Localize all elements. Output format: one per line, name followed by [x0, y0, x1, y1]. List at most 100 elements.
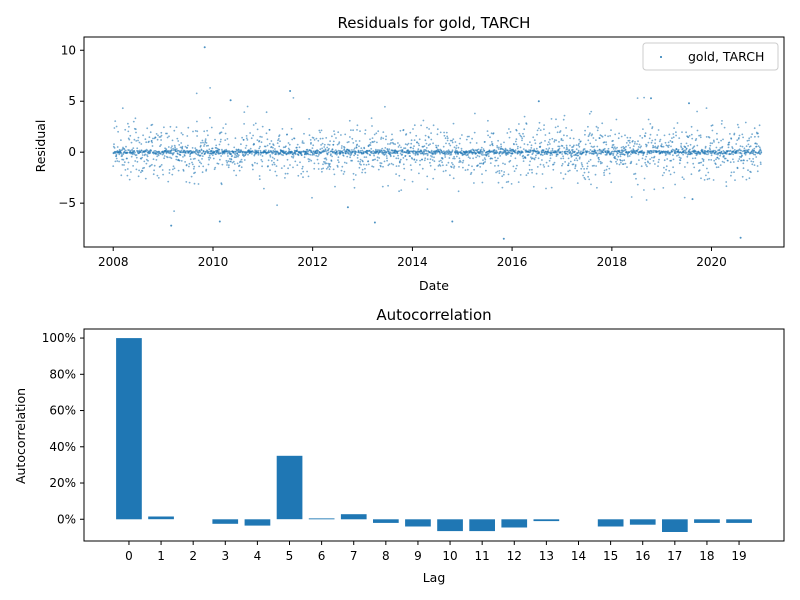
- residual-point: [346, 155, 349, 158]
- residual-point: [432, 177, 435, 180]
- residual-point: [637, 140, 639, 143]
- residual-point: [282, 154, 284, 157]
- residual-point: [367, 145, 370, 148]
- residual-point: [123, 164, 125, 166]
- residual-point: [386, 157, 388, 160]
- residual-point: [421, 167, 424, 170]
- residual-point: [312, 144, 315, 147]
- residual-point: [723, 161, 726, 164]
- residual-point: [234, 154, 237, 156]
- residual-point: [150, 139, 153, 142]
- residual-point: [351, 159, 353, 162]
- residual-point: [252, 134, 255, 137]
- residual-point: [702, 158, 705, 161]
- residual-point: [707, 152, 710, 154]
- residual-point: [579, 140, 582, 143]
- residual-point: [675, 131, 677, 134]
- residual-point: [352, 142, 355, 144]
- percent-tick-label: 0%: [57, 512, 76, 526]
- residual-point: [564, 150, 567, 153]
- residual-point: [313, 167, 316, 170]
- residual-point: [270, 159, 273, 162]
- residual-point: [323, 150, 326, 153]
- residual-point: [474, 112, 476, 115]
- residual-point: [154, 136, 157, 139]
- residual-point: [207, 134, 209, 137]
- residual-point: [182, 170, 185, 172]
- residual-point: [643, 177, 646, 180]
- residual-point: [618, 132, 620, 135]
- residual-point: [134, 151, 136, 154]
- residual-point: [153, 164, 156, 167]
- residual-point: [548, 132, 551, 135]
- residual-point: [276, 159, 279, 162]
- residual-point: [532, 136, 535, 139]
- residual-point: [273, 163, 276, 166]
- autocorrelation-bar: [148, 516, 174, 520]
- residual-point: [134, 117, 137, 120]
- residual-point: [710, 154, 713, 157]
- residual-point: [574, 164, 577, 166]
- residual-point: [640, 145, 642, 148]
- residual-point: [265, 149, 267, 152]
- residual-point: [405, 158, 408, 161]
- residual-point: [321, 147, 323, 150]
- residual-point: [651, 139, 654, 142]
- residual-point: [714, 149, 716, 152]
- residual-point: [252, 124, 255, 126]
- residual-point: [435, 146, 438, 149]
- residual-point: [436, 128, 439, 131]
- residual-point: [663, 159, 666, 162]
- residual-point: [284, 177, 286, 179]
- residual-point: [500, 151, 503, 154]
- residual-point: [562, 118, 565, 121]
- residual-point: [213, 168, 216, 171]
- residual-point: [475, 142, 478, 144]
- residual-point: [543, 166, 546, 168]
- residual-point: [341, 145, 343, 147]
- residual-point: [528, 149, 530, 152]
- residual-point: [501, 186, 504, 189]
- residual-point: [578, 156, 581, 159]
- residual-point: [402, 163, 405, 166]
- residual-point: [377, 130, 380, 133]
- residual-point: [181, 145, 184, 148]
- residual-point: [596, 153, 599, 156]
- residual-point: [157, 177, 160, 179]
- residual-point: [637, 148, 640, 151]
- residual-point: [357, 150, 360, 153]
- residual-point: [495, 171, 497, 174]
- residual-point: [720, 123, 723, 125]
- residual-point: [676, 154, 678, 157]
- residual-point: [401, 149, 404, 151]
- residual-point: [715, 166, 718, 169]
- residual-point: [274, 148, 276, 150]
- residual-point: [501, 175, 504, 178]
- residual-point: [601, 122, 604, 125]
- residual-point: [741, 154, 743, 157]
- residual-point: [654, 142, 656, 145]
- percent-tick-label: 20%: [49, 476, 76, 490]
- residual-point: [237, 148, 240, 151]
- residual-point: [374, 158, 376, 161]
- residual-point: [695, 138, 698, 140]
- residual-point: [683, 196, 686, 199]
- residual-point: [678, 156, 681, 159]
- residual-point: [214, 166, 217, 169]
- residual-point: [536, 166, 539, 168]
- residual-point: [536, 133, 538, 136]
- residual-point: [202, 141, 204, 144]
- residual-point: [645, 155, 648, 158]
- residual-point: [696, 129, 699, 132]
- residual-point: [497, 164, 500, 167]
- residual-point: [352, 172, 355, 175]
- residual-point: [648, 152, 651, 155]
- residual-point: [518, 123, 520, 125]
- residual-point: [502, 148, 505, 151]
- residual-point: [343, 161, 346, 164]
- residual-point: [342, 173, 345, 175]
- residual-point: [736, 139, 739, 142]
- residual-point: [575, 144, 578, 147]
- residual-point: [730, 171, 733, 174]
- residual-point: [212, 157, 215, 160]
